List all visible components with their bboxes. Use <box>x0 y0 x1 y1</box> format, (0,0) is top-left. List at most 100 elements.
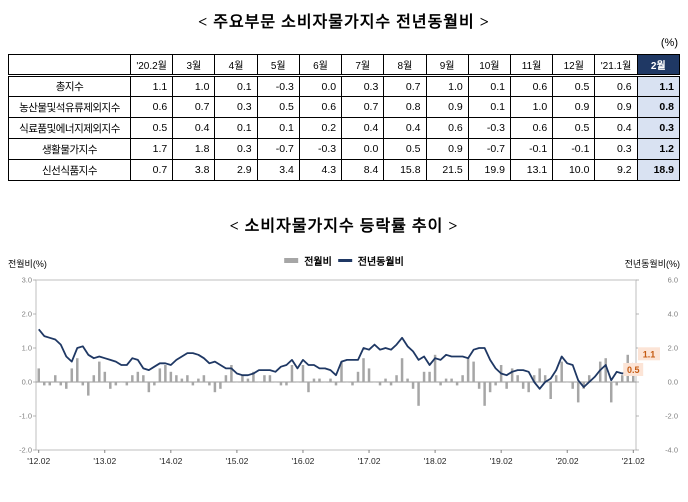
table-column-header: 11월 <box>509 54 554 77</box>
table-row-label: 생활물가지수 <box>8 138 131 160</box>
svg-text:-1.0: -1.0 <box>19 412 32 421</box>
table-column-header: 4월 <box>214 54 258 77</box>
table-cell: 0.5 <box>383 138 427 160</box>
table-cell: 0.7 <box>341 96 385 118</box>
svg-text:2.0: 2.0 <box>668 344 678 353</box>
svg-text:'16.02: '16.02 <box>292 456 315 466</box>
table-cell: 0.1 <box>214 75 258 97</box>
chart-legend: 전월비 전년동월비 <box>284 253 404 268</box>
table-row-label: 총지수 <box>8 75 131 97</box>
table-column-header: 9월 <box>425 54 469 77</box>
table-cell: 19.9 <box>467 159 511 181</box>
table-cell: 8.4 <box>341 159 385 181</box>
table-row: 총지수 1.1 1.0 0.1 -0.3 0.0 0.3 0.7 1.0 0.1 0.6 0.5 0.6… <box>8 75 681 97</box>
table-cell: -0.7 <box>467 138 511 160</box>
svg-text:6.0: 6.0 <box>668 276 678 285</box>
table-column-header: 5월 <box>256 54 300 77</box>
table-cell: 0.2 <box>298 117 343 139</box>
svg-text:0.0: 0.0 <box>22 378 32 387</box>
mom-legend-label: 전월비 <box>304 257 332 268</box>
svg-text:'18.02: '18.02 <box>424 456 447 466</box>
table-cell: 0.4 <box>383 117 427 139</box>
chart-section-title: < 소비자물가지수 등락률 추이 > <box>229 218 459 235</box>
table-cell: 0.8 <box>636 96 681 118</box>
table-cell: 9.2 <box>594 159 638 181</box>
table-cell: 2.9 <box>214 159 258 181</box>
table-column-header: 12월 <box>552 54 596 77</box>
table-cell: 0.5 <box>552 75 596 97</box>
table-cell: 0.3 <box>594 138 638 160</box>
table-cell: 4.3 <box>298 159 343 181</box>
table-cell: 1.0 <box>509 96 554 118</box>
table-cell: 0.7 <box>129 159 174 181</box>
table-row-label: 농산물및석유류제외지수 <box>8 96 131 118</box>
table-cell: 10.0 <box>552 159 596 181</box>
table-cell: 0.8 <box>383 96 427 118</box>
yoy-legend-swatch-icon <box>337 258 352 263</box>
svg-text:2.0: 2.0 <box>22 310 32 319</box>
table-cell: -0.1 <box>509 138 554 160</box>
table-cell: 0.3 <box>636 117 681 139</box>
svg-text:'14.02: '14.02 <box>159 456 182 466</box>
table-cell: 0.3 <box>214 138 258 160</box>
table-cell: 0.9 <box>594 96 638 118</box>
table-cell: 0.6 <box>425 117 469 139</box>
table-cell: 0.6 <box>594 75 638 97</box>
table-cell: 0.6 <box>129 96 174 118</box>
table-cell: 1.0 <box>425 75 469 97</box>
table-cell: 0.1 <box>467 75 511 97</box>
table-cell: 3.4 <box>256 159 300 181</box>
table-cell: 18.9 <box>636 159 681 181</box>
svg-text:3.0: 3.0 <box>22 276 32 285</box>
table-cell: 1.2 <box>636 138 681 160</box>
table-cell: 0.1 <box>214 117 258 139</box>
table-cell: 0.6 <box>509 75 554 97</box>
svg-text:4.0: 4.0 <box>668 310 678 319</box>
table-cell: 3.8 <box>172 159 216 181</box>
svg-text:-4.0: -4.0 <box>665 446 678 455</box>
table-cell: 0.5 <box>129 117 174 139</box>
table-row: 신선식품지수 0.7 3.8 2.9 3.4 4.3 8.4 15.8 21.5 19.9 13.1… <box>8 159 681 181</box>
table-column-header: 7월 <box>341 54 385 77</box>
svg-text:'13.02: '13.02 <box>93 456 116 466</box>
svg-text:1.1: 1.1 <box>643 349 656 359</box>
table-cell: -0.1 <box>552 138 596 160</box>
table-cell: 0.9 <box>425 138 469 160</box>
cpi-table: '20.2월 3월 4월 5월 6월 7월 8월 9월 10월 11월 12월 '21.1월 2월 총지수… <box>8 54 681 181</box>
svg-text:'15.02: '15.02 <box>225 456 248 466</box>
table-cell: -0.7 <box>256 138 300 160</box>
yoy-legend-label: 전년동월비 <box>357 257 404 268</box>
table-cell: 0.9 <box>425 96 469 118</box>
table-cell: 0.9 <box>552 96 596 118</box>
table-cell: 1.7 <box>129 138 174 160</box>
table-cell: 1.0 <box>172 75 216 97</box>
table-cell: 0.0 <box>341 138 385 160</box>
table-cell: 0.4 <box>594 117 638 139</box>
table-row: 생활물가지수 1.7 1.8 0.3 -0.7 -0.3 0.0 0.5 0.9 -0.7 -0.1… <box>8 138 681 160</box>
table-header-row: '20.2월 3월 4월 5월 6월 7월 8월 9월 10월 11월 12월 '21.1월 2월 <box>8 54 681 77</box>
table-column-header: 6월 <box>298 54 343 77</box>
table-cell: 0.4 <box>172 117 216 139</box>
table-row: 식료품및에너지제외지수 0.5 0.4 0.1 0.1 0.2 0.4 0.4 0.6 -0.3 0… <box>8 117 681 139</box>
table-unit-label: (%) <box>660 37 678 49</box>
table-column-header: 2월 <box>636 54 681 77</box>
table-column-header: '20.2월 <box>129 54 174 77</box>
svg-text:'17.02: '17.02 <box>358 456 381 466</box>
svg-text:-2.0: -2.0 <box>19 446 32 455</box>
right-axis-label: 전년동월비(%) <box>624 259 680 269</box>
table-column-header: 3월 <box>172 54 216 77</box>
table-cell: 0.5 <box>256 96 300 118</box>
table-cell: -0.3 <box>467 117 511 139</box>
table-cell: 0.7 <box>383 75 427 97</box>
table-cell: 0.5 <box>552 117 596 139</box>
left-axis-label: 전월비(%) <box>8 259 47 269</box>
table-row: 농산물및석유류제외지수 0.6 0.7 0.3 0.5 0.6 0.7 0.8 0.9 0.1 1.… <box>8 96 681 118</box>
table-cell: 0.6 <box>298 96 343 118</box>
svg-text:'21.02: '21.02 <box>622 456 645 466</box>
table-cell: 1.8 <box>172 138 216 160</box>
svg-text:'20.02: '20.02 <box>556 456 579 466</box>
table-column-header: 8월 <box>383 54 427 77</box>
svg-text:0.0: 0.0 <box>668 378 678 387</box>
table-row-label: 식료품및에너지제외지수 <box>8 117 131 139</box>
table-cell: 0.1 <box>256 117 300 139</box>
